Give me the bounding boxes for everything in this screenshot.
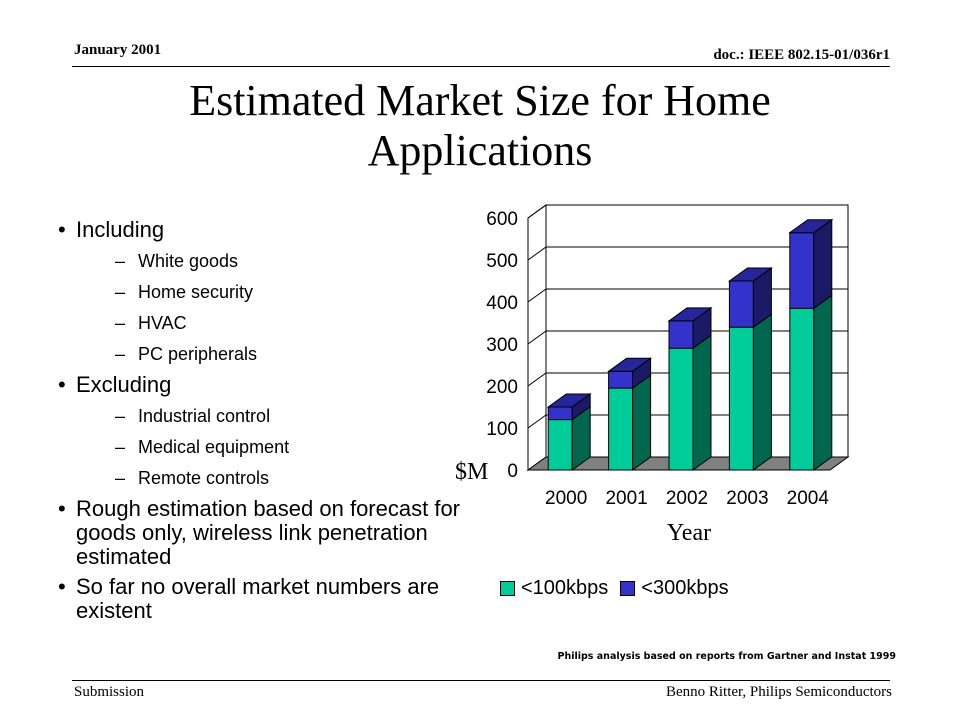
y-tick-label: 500 — [486, 251, 518, 272]
bullet-including: Including — [58, 217, 478, 243]
bar-2000-seg1 — [547, 406, 573, 421]
sub-bullet: Industrial control — [58, 404, 478, 428]
bar-2003-seg0 — [728, 326, 754, 471]
legend-swatch-high — [620, 581, 636, 596]
x-tick-label: 2003 — [726, 488, 768, 509]
gridline — [527, 204, 848, 219]
sub-bullet: White goods — [58, 249, 478, 273]
bullet-text: Rough estimation based on forecast for g… — [76, 496, 461, 569]
bar-2004-seg1 — [789, 232, 815, 309]
x-tick-label: 2000 — [545, 488, 587, 509]
legend-swatch-low — [500, 581, 515, 596]
sub-bullet: Medical equipment — [58, 435, 478, 459]
y-tick-label: 0 — [507, 461, 518, 482]
bar-side-2003-seg0 — [752, 313, 772, 471]
bar-side-2004-seg0 — [813, 294, 833, 471]
bar-top-2001 — [607, 357, 653, 372]
bullet-text: Excluding — [76, 372, 172, 397]
footer-author: Benno Ritter, Philips Semiconductors — [665, 684, 892, 700]
bar-side-2002-seg0 — [692, 334, 712, 471]
y-tick-label: 600 — [486, 209, 518, 230]
gridline — [527, 246, 848, 261]
y-tick-label: 200 — [486, 377, 518, 398]
bar-top-2003 — [727, 267, 773, 282]
market-size-chart: 0 100 200 300 400 500 600 2000 2001 2002 2003 2004 $… — [455, 204, 850, 546]
footer-submission: Submission — [74, 684, 145, 700]
bar-2003-seg1 — [728, 280, 754, 328]
bar-top-2002 — [667, 307, 713, 322]
sub-bullet: HVAC — [58, 311, 478, 335]
bar-2002-seg0 — [668, 347, 694, 471]
bar-top-2004 — [788, 219, 834, 234]
x-axis-label: Year — [667, 520, 711, 546]
header-date: January 2001 — [74, 42, 162, 58]
bullet-estimation: Rough estimation based on forecast for g… — [58, 497, 478, 569]
y-tick-label: 300 — [486, 335, 518, 356]
bullet-text: Including — [76, 217, 165, 242]
y-tick-label: 400 — [486, 293, 518, 314]
sub-bullet: Remote controls — [58, 466, 478, 490]
legend-item-high: <300kbps — [620, 577, 729, 600]
bar-2002-seg1 — [668, 320, 694, 349]
bullet-excluding: Excluding — [58, 372, 478, 398]
header-divider — [72, 66, 890, 67]
bar-2001-seg1 — [608, 370, 634, 389]
bar-2004-seg0 — [789, 307, 815, 471]
bullet-list: Including White goods Home security HVAC… — [58, 212, 478, 629]
bullet-text: So far no overall market numbers are exi… — [76, 574, 440, 623]
y-axis-label: $M — [455, 459, 488, 485]
legend-label-high: <300kbps — [641, 577, 729, 599]
sub-bullet: Home security — [58, 280, 478, 304]
bar-2000-seg0 — [547, 419, 573, 471]
x-tick-label: 2002 — [666, 488, 708, 509]
bar-2001-seg0 — [608, 387, 634, 471]
legend-label-low: <100kbps — [521, 577, 609, 599]
header-doc-id: doc.: IEEE 802.15-01/036r1 — [713, 47, 890, 63]
y-tick-label: 100 — [486, 419, 518, 440]
chart-legend: <100kbps <300kbps — [500, 577, 741, 600]
legend-item-low: <100kbps — [500, 577, 608, 600]
bar-side-2001-seg0 — [632, 374, 652, 471]
bar-top-2000 — [546, 393, 592, 408]
bullet-no-market-numbers: So far no overall market numbers are exi… — [58, 575, 478, 623]
x-tick-label: 2001 — [605, 488, 647, 509]
footer-divider — [72, 680, 890, 681]
source-note: Philips analysis based on reports from G… — [557, 651, 896, 662]
bar-side-2004-seg1 — [813, 218, 833, 310]
x-tick-label: 2004 — [787, 488, 830, 509]
sub-bullet: PC peripherals — [58, 342, 478, 366]
slide-title: Estimated Market Size for Home Applicati… — [189, 76, 771, 175]
